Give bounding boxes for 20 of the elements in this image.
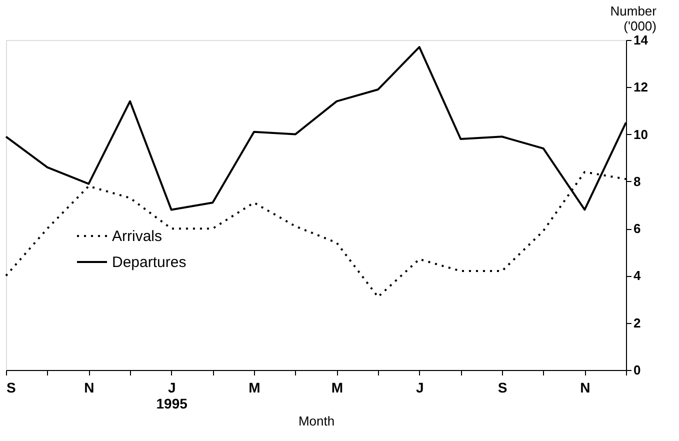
legend-label: Arrivals xyxy=(112,228,162,245)
x-tick-label: S xyxy=(6,380,16,396)
x-tick-label: S xyxy=(498,380,508,396)
y-tick-label: 10 xyxy=(634,126,648,142)
y-tick-label: 6 xyxy=(634,221,641,236)
x-tick-label: M xyxy=(248,380,260,396)
x-axis-title: Month xyxy=(298,414,335,428)
y-tick-label: 4 xyxy=(634,268,642,284)
y-tick-label: 12 xyxy=(634,80,648,95)
x-tick-label: N xyxy=(84,380,94,396)
x-tick-label: N xyxy=(580,380,590,396)
x-tick-label: M xyxy=(331,380,344,396)
y-tick-label: 14 xyxy=(634,32,649,48)
y-tick-label: 0 xyxy=(634,362,641,378)
x-tick-label: J 1995 xyxy=(156,380,188,412)
x-tick-label: J xyxy=(416,380,424,396)
y-axis-title: Number ('000) xyxy=(610,4,658,34)
legend-label: Departures xyxy=(112,254,186,271)
y-tick-label: 8 xyxy=(634,174,641,189)
y-tick-label: 2 xyxy=(634,315,641,330)
